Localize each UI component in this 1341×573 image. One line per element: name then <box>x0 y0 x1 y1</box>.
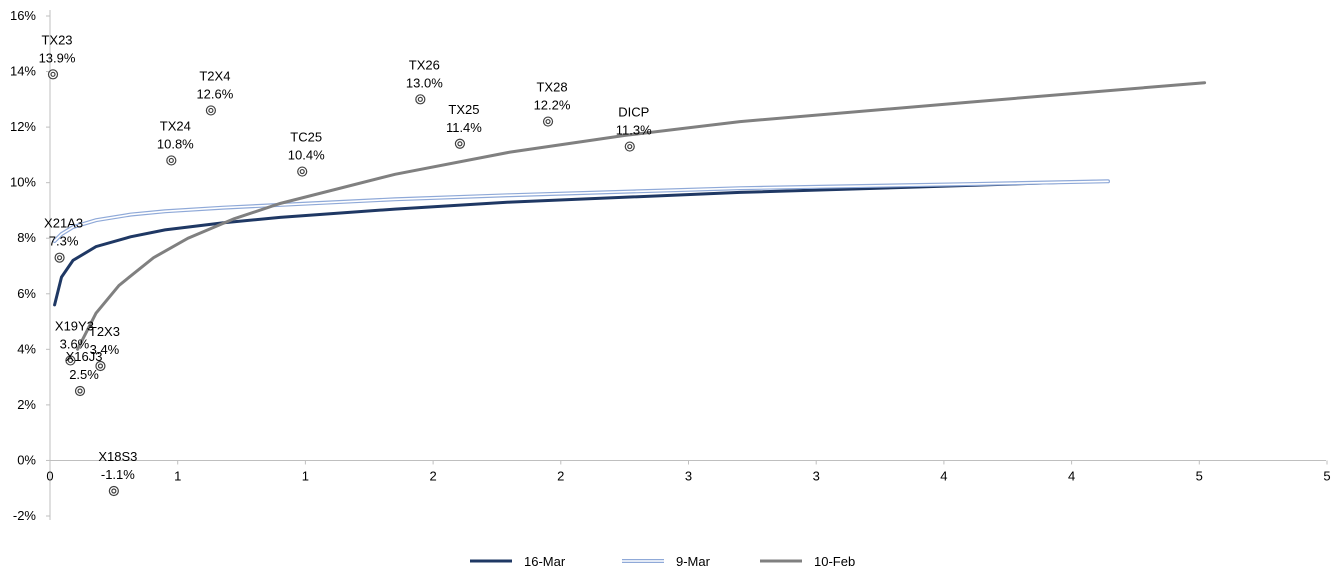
point-value-label: 10.8% <box>157 136 194 151</box>
series-line-16-Mar <box>53 179 1098 307</box>
point-value-label: 7.3% <box>49 234 79 249</box>
point-value-label: 10.4% <box>288 148 325 163</box>
point-marker-inner <box>97 363 104 369</box>
point-marker <box>65 355 76 366</box>
point-marker-inner <box>77 388 83 394</box>
x-tick-label: 2 <box>429 468 436 483</box>
point-marker <box>297 166 308 177</box>
point-label: X19Y3 <box>55 318 94 333</box>
legend: 16-Mar 9-Mar 10-Feb <box>470 554 855 569</box>
point-label: T2X4 <box>199 68 230 83</box>
point-marker-inner <box>50 71 56 77</box>
point-marker-inner <box>417 96 423 102</box>
point-marker-inner <box>545 118 551 125</box>
point-value-label: 13.0% <box>406 75 443 90</box>
point-value-label: 12.6% <box>196 86 233 101</box>
point-marker <box>415 94 426 105</box>
point-value-label: 11.4% <box>446 120 482 135</box>
x-tick-label: 1 <box>302 468 309 483</box>
legend-label: 10-Feb <box>814 554 855 569</box>
series-curves <box>52 81 1207 351</box>
point-value-label: 2.5% <box>69 367 99 382</box>
data-points: TX23 13.9% X21A3 7.3% X19Y3 3.6%X16J3 2.5% T2X3… <box>39 32 652 497</box>
point-marker-inner <box>457 141 463 147</box>
point-marker-inner <box>111 488 117 494</box>
point-value-label: 11.3% <box>616 123 652 138</box>
point-value-label: 13.9% <box>39 50 76 65</box>
point-label: X21A3 <box>44 216 83 231</box>
y-tick-label: 0% <box>17 452 36 467</box>
point-marker <box>624 141 635 152</box>
legend-label: 16-Mar <box>524 554 566 569</box>
point-marker-inner <box>208 107 214 114</box>
x-tick-label: 3 <box>813 468 820 483</box>
point-marker-inner <box>56 255 63 261</box>
point-marker-inner <box>299 168 305 175</box>
point-label: TX28 <box>536 80 567 95</box>
point-label: DICP <box>618 105 649 120</box>
x-tick-label: 4 <box>940 468 947 483</box>
legend-label: 9-Mar <box>676 554 711 569</box>
point-marker-inner <box>67 357 74 364</box>
point-label: TC25 <box>290 130 322 145</box>
x-tick-label: 5 <box>1196 468 1203 483</box>
axes: 16% 14% 12% 10% 8% 6% 4% 2% 0% -2% 0 1 1 2 2 3 3 4 4 5 5 <box>10 8 1331 523</box>
point-marker <box>542 116 554 127</box>
x-tick-label: 1 <box>174 468 181 483</box>
point-marker <box>454 138 466 149</box>
point-label: TX25 <box>448 102 479 117</box>
y-tick-label: 8% <box>17 230 36 245</box>
y-tick-label: 6% <box>17 286 36 301</box>
x-tick-label: 5 <box>1323 468 1330 483</box>
point-marker <box>47 69 59 80</box>
point-marker <box>54 252 65 263</box>
point-label: X16J3 <box>66 349 103 364</box>
y-tick-label: 16% <box>10 8 36 23</box>
series-line-inner-9-Mar <box>53 180 1109 242</box>
y-tick-label: 2% <box>17 397 36 412</box>
y-tick-label: 12% <box>10 119 36 134</box>
y-tick-label: 4% <box>17 341 36 356</box>
point-value-label: -1.1% <box>101 467 135 482</box>
y-tick-label: 14% <box>10 64 36 79</box>
x-tick-label: 0 <box>46 468 53 483</box>
point-marker <box>205 105 217 116</box>
point-value-label: 3.6% <box>60 336 90 351</box>
series-line-9-Mar <box>52 179 1110 243</box>
point-label: TX23 <box>41 32 72 47</box>
point-label: X18S3 <box>98 449 137 464</box>
x-tick-label: 4 <box>1068 468 1075 483</box>
point-label: T2X3 <box>89 324 120 339</box>
point-marker <box>74 385 86 397</box>
point-marker-inner <box>627 143 633 150</box>
point-value-label: 3.4% <box>90 342 120 357</box>
point-label: TX26 <box>409 57 440 72</box>
point-marker <box>166 155 177 166</box>
x-tick-label: 3 <box>685 468 692 483</box>
series-line-10-Feb <box>76 81 1207 351</box>
point-marker <box>108 485 119 497</box>
point-label: TX24 <box>160 118 191 133</box>
y-tick-label: 10% <box>10 175 36 190</box>
point-value-label: 12.2% <box>534 98 571 113</box>
point-marker <box>95 360 106 372</box>
x-tick-label: 2 <box>557 468 564 483</box>
y-tick-label: -2% <box>13 508 37 523</box>
point-marker-inner <box>168 157 174 164</box>
